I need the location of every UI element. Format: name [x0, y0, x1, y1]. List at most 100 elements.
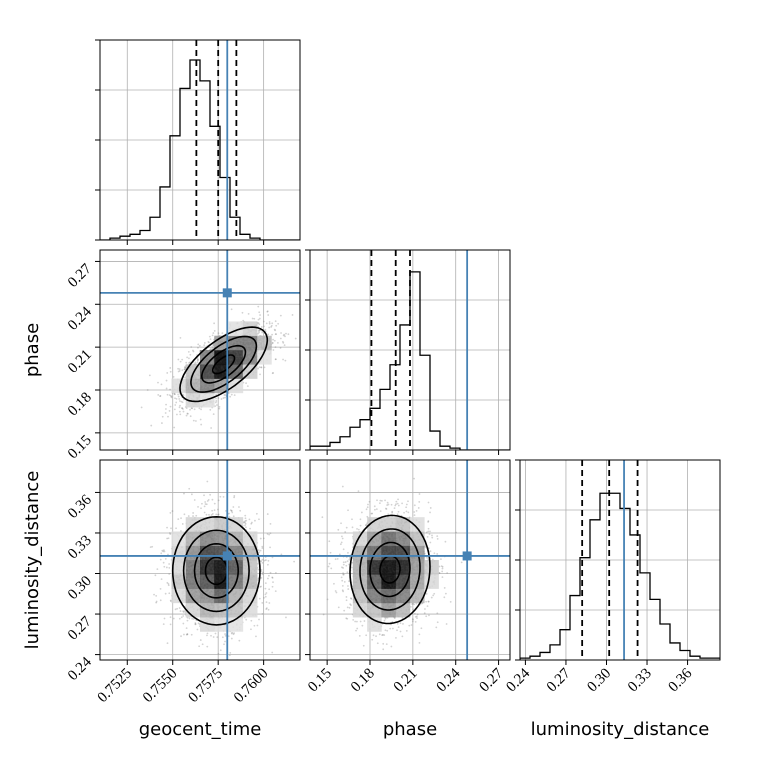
sample-point — [169, 405, 172, 408]
sample-point — [276, 341, 279, 344]
sample-point — [269, 571, 272, 574]
sample-point — [264, 595, 267, 598]
sample-point — [241, 311, 244, 314]
sample-point — [159, 587, 162, 590]
sample-point — [189, 415, 192, 418]
sample-point — [257, 332, 259, 335]
sample-point — [263, 559, 266, 562]
sample-point — [210, 634, 212, 637]
sample-point — [178, 400, 181, 402]
sample-point — [265, 601, 268, 604]
density-bin — [185, 574, 201, 589]
sample-point — [198, 407, 201, 410]
sample-point — [259, 537, 262, 540]
sample-point — [197, 346, 199, 349]
sample-point — [285, 616, 287, 619]
sample-point — [228, 654, 231, 657]
sample-point — [275, 333, 277, 336]
sample-point — [219, 649, 222, 652]
sample-point — [155, 595, 158, 597]
grid — [310, 250, 510, 450]
sample-point — [168, 563, 171, 565]
sample-point — [154, 574, 157, 577]
sample-point — [230, 308, 233, 311]
sample-point — [183, 368, 186, 370]
sample-point — [194, 622, 197, 624]
sample-point — [216, 508, 219, 511]
sample-point — [258, 323, 261, 326]
sample-point — [192, 350, 195, 353]
sample-point — [260, 366, 263, 369]
sample-point — [213, 502, 216, 505]
sample-point — [178, 617, 181, 620]
sample-point — [186, 412, 189, 415]
sample-point — [258, 330, 260, 333]
sample-point — [159, 395, 161, 398]
sample-point — [238, 506, 240, 508]
density-bin — [200, 517, 215, 532]
sample-point — [231, 511, 234, 514]
sample-point — [182, 615, 185, 617]
sample-point — [279, 314, 282, 317]
sample-point — [244, 522, 247, 525]
sample-point — [277, 322, 280, 325]
sample-point — [206, 632, 209, 635]
sample-point — [157, 394, 160, 396]
sample-point — [177, 518, 180, 521]
sample-point — [160, 383, 163, 386]
sample-point — [163, 549, 165, 552]
sample-point — [274, 346, 277, 348]
sample-point — [266, 533, 269, 535]
sample-point — [204, 503, 207, 505]
sample-point — [180, 517, 182, 520]
sample-point — [224, 396, 226, 399]
density-bin — [200, 560, 215, 575]
sample-point — [233, 496, 236, 499]
sample-point — [198, 344, 201, 347]
sample-point — [199, 418, 202, 421]
sample-point — [167, 415, 169, 418]
sample-point — [187, 515, 190, 517]
density-bin — [257, 335, 272, 351]
sample-point — [244, 517, 247, 520]
sample-point — [211, 334, 214, 337]
sample-point — [212, 332, 215, 334]
density-bin — [228, 364, 244, 379]
sample-point — [214, 632, 217, 635]
sample-point — [151, 545, 154, 548]
sample-point — [166, 537, 169, 540]
contour-line — [200, 344, 247, 384]
sample-point — [250, 628, 252, 631]
sample-point — [259, 549, 262, 552]
sample-point — [206, 500, 209, 502]
sample-point — [212, 344, 215, 347]
sample-point — [149, 546, 152, 548]
sample-point — [178, 607, 181, 609]
density-bin — [242, 574, 258, 589]
sample-point — [250, 522, 253, 525]
sample-point — [262, 320, 265, 323]
sample-point — [203, 342, 206, 344]
sample-point — [271, 651, 274, 654]
sample-point — [239, 509, 242, 512]
sample-point — [274, 333, 277, 336]
sample-point — [188, 357, 190, 360]
density-bin — [185, 378, 201, 394]
sample-point — [182, 394, 185, 397]
sample-point — [161, 415, 164, 418]
histogram-step — [520, 492, 720, 660]
sample-point — [258, 551, 261, 554]
sample-point — [282, 334, 285, 337]
sample-point — [245, 382, 247, 385]
sample-point — [261, 562, 264, 564]
sample-point — [175, 527, 177, 530]
sample-point — [293, 560, 296, 563]
sample-point — [168, 410, 171, 412]
sample-point — [224, 634, 227, 637]
sample-point — [140, 406, 143, 409]
sample-point — [264, 587, 267, 590]
sample-point — [168, 532, 171, 534]
sample-point — [268, 321, 271, 323]
sample-point — [274, 329, 277, 332]
sample-point — [178, 406, 181, 409]
